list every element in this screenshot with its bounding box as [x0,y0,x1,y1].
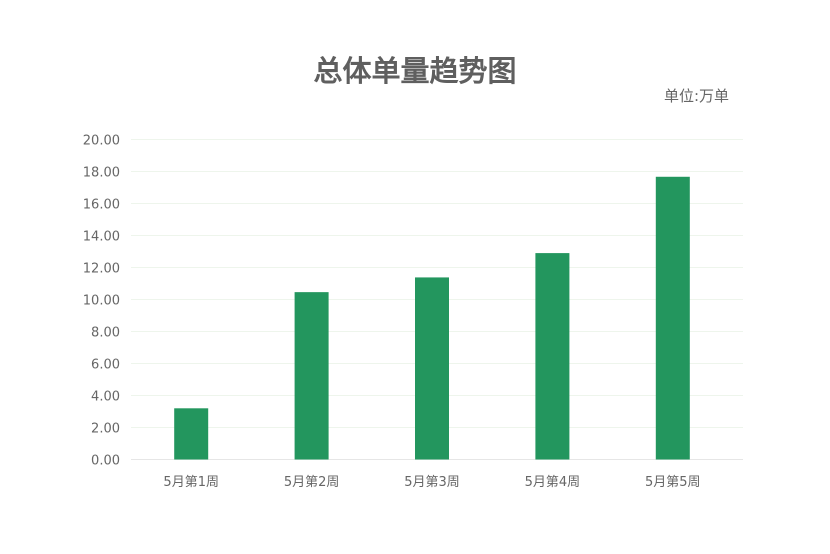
bar [415,277,449,460]
y-tick-label: 0.00 [91,454,120,469]
y-tick-label: 16.00 [83,198,120,213]
y-tick-label: 12.00 [83,262,120,277]
bar [535,253,570,460]
bar [655,176,690,460]
x-tick-label: 5月第5周 [645,475,701,490]
y-tick-label: 2.00 [91,422,120,437]
y-tick-label: 20.00 [83,134,120,149]
y-tick-label: 18.00 [83,166,120,181]
unit-label: 单位:万单 [663,87,729,105]
x-tick-label: 5月第1周 [163,475,219,490]
y-tick-label: 14.00 [83,230,120,245]
y-tick-label: 6.00 [91,358,120,373]
x-tick-label: 5月第2周 [284,475,340,490]
bar [174,408,209,460]
chart-title: 总体单量趋势图 [313,54,517,88]
y-tick-label: 8.00 [91,326,120,341]
x-tick-label: 5月第4周 [525,475,581,490]
y-tick-label: 10.00 [83,294,120,309]
bar [294,292,329,460]
y-tick-label: 4.00 [91,390,120,405]
x-tick-label: 5月第3周 [404,475,460,490]
